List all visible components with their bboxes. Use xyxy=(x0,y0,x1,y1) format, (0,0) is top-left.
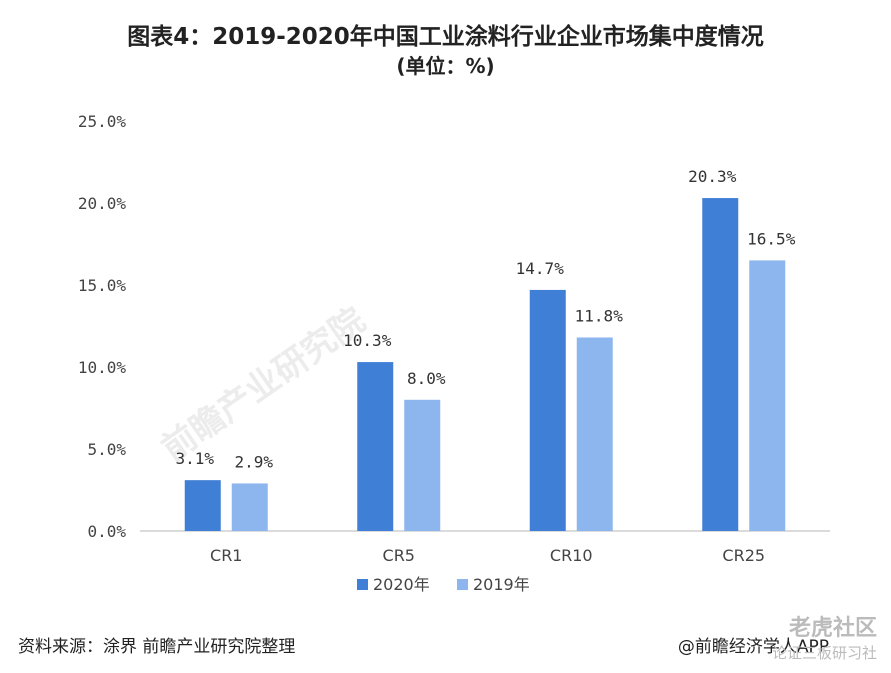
y-tick-label: 20.0% xyxy=(78,194,127,213)
x-tick-label: CR1 xyxy=(210,546,242,565)
data-label: 3.1% xyxy=(175,449,214,468)
legend-swatch xyxy=(357,579,368,590)
legend-label: 2020年 xyxy=(373,575,430,594)
bar xyxy=(231,483,268,531)
y-tick-label: 5.0% xyxy=(87,440,126,459)
x-tick-label: CR10 xyxy=(550,546,593,565)
legend-label: 2019年 xyxy=(473,575,530,594)
credit-note: @前瞻经济学人APP xyxy=(677,637,829,657)
bar xyxy=(529,289,566,531)
legend-swatch xyxy=(457,579,468,590)
corner-watermark: 老虎社区 xyxy=(788,616,877,641)
x-tick-label: CR25 xyxy=(722,546,765,565)
y-tick-label: 25.0% xyxy=(78,112,127,131)
chart-subtitle: (单位：%) xyxy=(396,54,495,78)
bar xyxy=(184,480,221,531)
data-label: 8.0% xyxy=(407,369,446,388)
data-label: 16.5% xyxy=(747,229,796,248)
data-label: 2.9% xyxy=(234,452,273,471)
data-label: 10.3% xyxy=(343,331,392,350)
bar xyxy=(357,362,394,531)
bar xyxy=(702,198,739,531)
y-tick-label: 15.0% xyxy=(78,276,127,295)
data-label: 20.3% xyxy=(688,167,737,186)
y-tick-label: 0.0% xyxy=(87,522,126,541)
source-note: 资料来源：涂界 前瞻产业研究院整理 xyxy=(18,637,296,657)
x-tick-label: CR5 xyxy=(383,546,415,565)
y-tick-label: 10.0% xyxy=(78,358,127,377)
data-label: 11.8% xyxy=(575,306,624,325)
bar xyxy=(749,260,786,531)
corner-watermark-sub: 论证三板研习社 xyxy=(771,644,877,662)
bar xyxy=(576,337,613,531)
data-label: 14.7% xyxy=(516,259,565,278)
bar xyxy=(404,399,441,531)
chart-title: 图表4：2019-2020年中国工业涂料行业企业市场集中度情况 xyxy=(127,24,764,50)
